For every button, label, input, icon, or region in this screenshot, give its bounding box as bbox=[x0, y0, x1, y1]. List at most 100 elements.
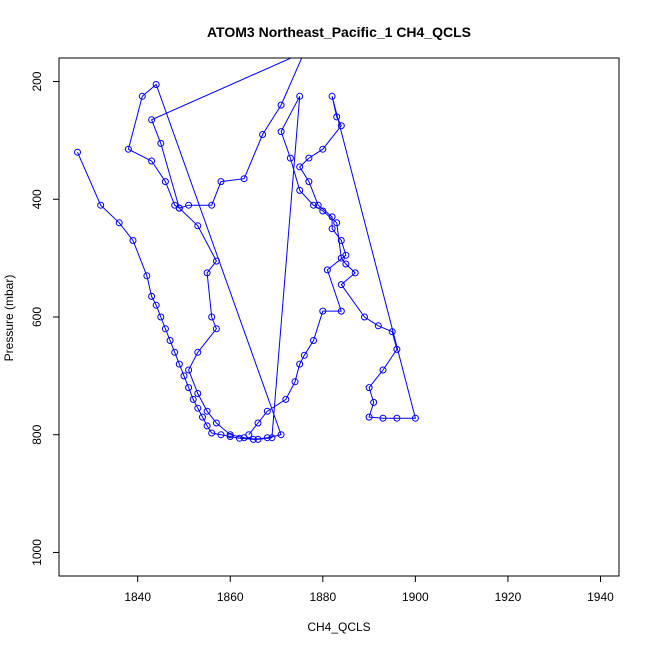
y-tick-label: 600 bbox=[30, 307, 44, 327]
data-point bbox=[277, 128, 285, 136]
data-point bbox=[203, 407, 211, 415]
y-axis: 200 400 600 800 1000 bbox=[30, 71, 59, 566]
data-point bbox=[236, 434, 243, 442]
data-point bbox=[203, 269, 211, 277]
data-point bbox=[203, 422, 211, 430]
data-point bbox=[365, 413, 373, 421]
data-point bbox=[157, 313, 165, 321]
data-point bbox=[152, 301, 160, 309]
data-point bbox=[194, 404, 202, 412]
data-point bbox=[310, 201, 317, 209]
data-point bbox=[342, 251, 350, 259]
data-point bbox=[259, 131, 267, 138]
data-point bbox=[296, 163, 304, 171]
data-point bbox=[185, 201, 193, 209]
y-tick-label: 1000 bbox=[30, 539, 44, 566]
data-point bbox=[208, 429, 216, 437]
data-point bbox=[129, 237, 137, 244]
data-point bbox=[143, 272, 151, 280]
x-tick-label: 1920 bbox=[495, 590, 522, 604]
data-point bbox=[296, 92, 304, 100]
data-point bbox=[171, 348, 179, 356]
data-point bbox=[374, 322, 382, 330]
data-point bbox=[185, 366, 193, 374]
data-point bbox=[217, 178, 225, 186]
data-point bbox=[254, 435, 262, 443]
data-point bbox=[379, 414, 387, 422]
chart-title: ATOM3 Northeast_Pacific_1 CH4_QCLS bbox=[207, 24, 471, 40]
data-point bbox=[319, 207, 327, 215]
data-point bbox=[249, 435, 257, 443]
x-tick-label: 1880 bbox=[309, 590, 336, 604]
plot-frame bbox=[58, 57, 620, 577]
data-point bbox=[351, 269, 359, 277]
x-tick-label: 1900 bbox=[402, 590, 429, 604]
data-point bbox=[161, 325, 169, 333]
x-tick-label: 1860 bbox=[217, 590, 244, 604]
y-tick-label: 400 bbox=[30, 189, 44, 209]
data-point bbox=[194, 348, 202, 356]
data-point bbox=[393, 414, 401, 422]
data-point bbox=[138, 92, 146, 100]
data-point bbox=[148, 157, 156, 165]
data-point bbox=[175, 360, 183, 368]
data-point bbox=[301, 49, 307, 55]
data-point bbox=[277, 101, 285, 109]
data-point bbox=[282, 395, 290, 403]
data-point bbox=[157, 139, 165, 147]
data-point bbox=[185, 384, 193, 392]
data-point bbox=[263, 434, 271, 442]
data-point bbox=[333, 113, 341, 121]
data-point bbox=[194, 222, 202, 230]
data-point bbox=[115, 219, 123, 227]
x-tick-label: 1840 bbox=[124, 590, 151, 604]
data-point bbox=[328, 213, 336, 221]
series-line bbox=[77, 58, 417, 440]
data-point bbox=[152, 81, 160, 88]
data-point bbox=[180, 372, 188, 380]
plot-area bbox=[74, 49, 419, 443]
data-point bbox=[310, 337, 317, 344]
data-point bbox=[333, 219, 341, 227]
data-point bbox=[305, 178, 313, 186]
data-point bbox=[361, 313, 368, 321]
data-point bbox=[323, 266, 331, 274]
data-point bbox=[97, 201, 105, 209]
x-axis: 1840 1860 1880 1900 1920 1940 bbox=[124, 576, 614, 604]
data-point bbox=[319, 145, 327, 153]
data-point bbox=[166, 337, 174, 344]
data-point bbox=[277, 431, 285, 439]
data-point bbox=[388, 328, 396, 336]
data-point bbox=[208, 313, 216, 321]
data-point bbox=[379, 366, 387, 374]
data-point bbox=[370, 398, 378, 406]
data-point bbox=[263, 407, 271, 415]
data-point bbox=[254, 419, 262, 427]
data-point bbox=[194, 390, 202, 397]
y-tick-label: 800 bbox=[30, 424, 44, 444]
data-point bbox=[74, 148, 81, 156]
data-point bbox=[212, 257, 220, 265]
data-point bbox=[217, 431, 225, 439]
data-point bbox=[296, 360, 304, 368]
x-axis-label: CH4_QCLS bbox=[307, 620, 370, 634]
data-point bbox=[148, 292, 156, 300]
data-point bbox=[337, 281, 345, 289]
y-axis-label: Pressure (mbar) bbox=[2, 275, 16, 362]
data-point bbox=[365, 384, 373, 392]
data-point bbox=[296, 186, 304, 194]
data-point bbox=[212, 325, 220, 333]
data-point bbox=[148, 116, 156, 124]
data-point bbox=[286, 154, 294, 162]
data-point bbox=[300, 351, 308, 359]
data-point bbox=[245, 431, 253, 439]
data-point bbox=[208, 201, 216, 209]
x-tick-label: 1940 bbox=[587, 590, 614, 604]
data-point bbox=[328, 225, 336, 233]
data-point bbox=[268, 434, 276, 442]
data-point bbox=[226, 431, 234, 439]
data-point bbox=[314, 201, 322, 209]
data-point bbox=[337, 307, 345, 315]
data-point bbox=[337, 122, 345, 130]
